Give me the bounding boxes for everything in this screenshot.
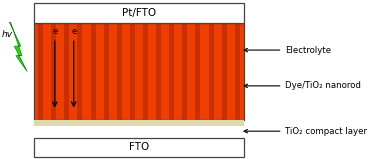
Bar [195,23,200,120]
Bar [182,23,187,120]
Bar [64,23,69,120]
Bar [156,23,161,120]
Bar [104,23,108,120]
Text: hv: hv [2,31,13,39]
Bar [209,23,214,120]
Text: e: e [52,27,57,36]
Bar [235,23,240,120]
Text: Electrolyte: Electrolyte [244,46,332,55]
Text: TiO₂ compact layer: TiO₂ compact layer [244,127,367,136]
Bar [34,23,244,120]
Text: Dye/TiO₂ nanorod: Dye/TiO₂ nanorod [244,81,361,90]
Polygon shape [9,22,27,72]
Bar [77,23,82,120]
Bar [143,23,148,120]
Bar [91,23,96,120]
Bar [51,23,56,120]
Text: Pt/FTO: Pt/FTO [122,8,156,18]
Bar [130,23,135,120]
Text: e: e [71,27,76,36]
Bar [169,23,174,120]
Bar [38,23,43,120]
Bar [222,23,227,120]
Text: FTO: FTO [129,142,149,152]
Bar [34,3,244,23]
Bar [117,23,122,120]
Bar [34,120,244,126]
Bar [34,138,244,157]
